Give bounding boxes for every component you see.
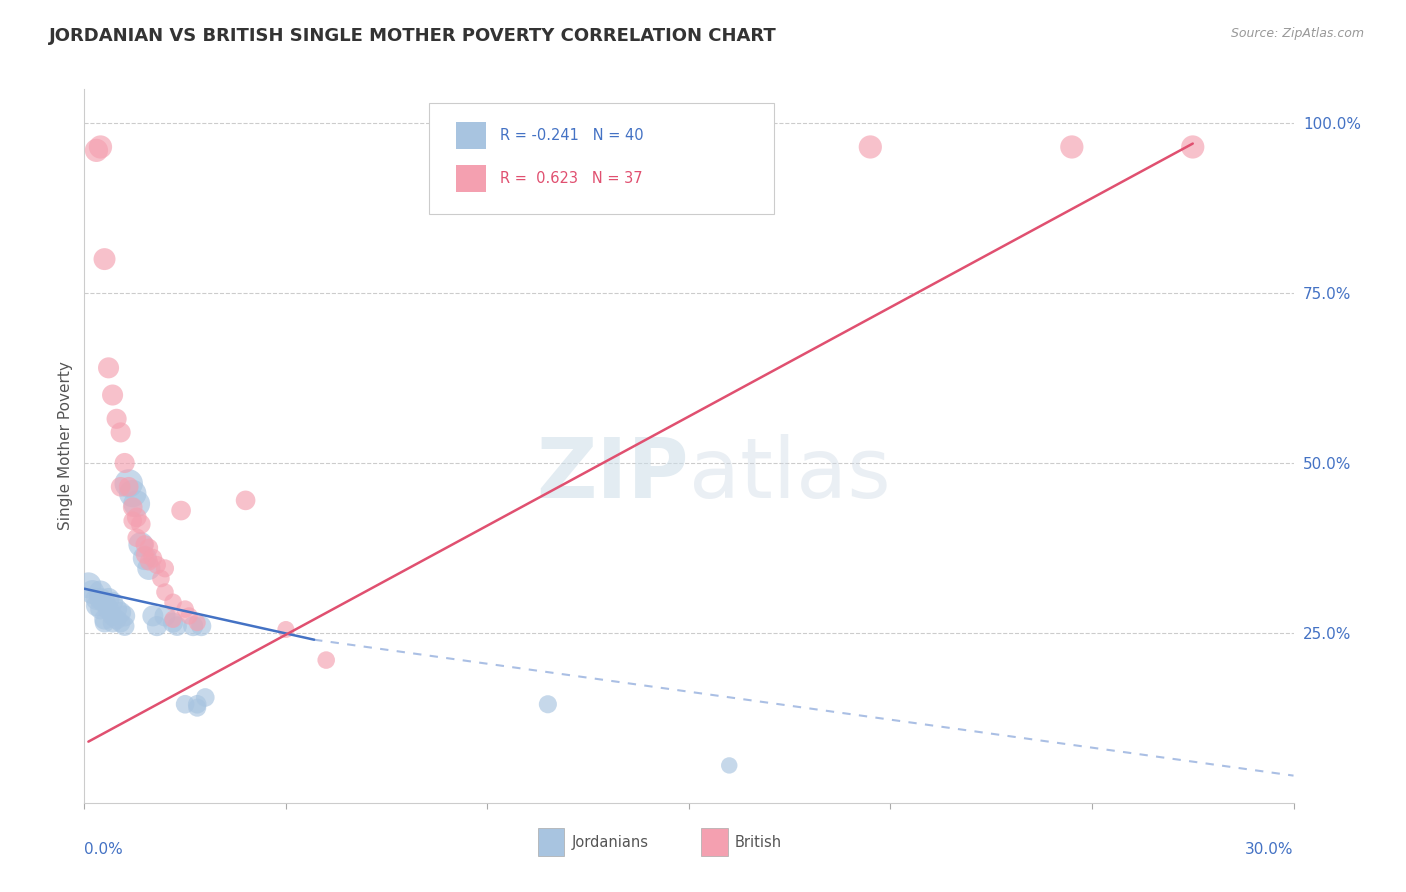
Point — [537, 698, 560, 712]
Point — [110, 615, 132, 630]
Point — [105, 412, 128, 426]
Point — [93, 615, 115, 630]
Point — [121, 514, 143, 528]
Point — [1181, 140, 1204, 154]
Point — [162, 595, 184, 609]
FancyBboxPatch shape — [538, 828, 564, 856]
Point — [146, 619, 169, 633]
Point — [89, 140, 111, 154]
Point — [186, 700, 208, 714]
Point — [77, 578, 100, 592]
Point — [179, 608, 201, 623]
FancyBboxPatch shape — [456, 165, 486, 193]
Point — [125, 531, 148, 545]
Point — [181, 619, 204, 633]
Text: Source: ZipAtlas.com: Source: ZipAtlas.com — [1230, 27, 1364, 40]
Point — [114, 456, 136, 470]
Point — [97, 591, 120, 606]
Point — [101, 615, 124, 630]
Point — [235, 493, 257, 508]
Point — [1060, 140, 1083, 154]
Point — [101, 595, 124, 609]
Point — [86, 591, 108, 606]
Point — [114, 619, 136, 633]
Point — [138, 541, 160, 555]
Text: 0.0%: 0.0% — [84, 842, 124, 857]
Point — [121, 500, 143, 515]
Point — [93, 252, 115, 266]
Point — [125, 510, 148, 524]
Point — [153, 608, 176, 623]
Point — [114, 608, 136, 623]
Text: ZIP: ZIP — [537, 434, 689, 515]
Point — [186, 615, 208, 630]
Point — [170, 503, 193, 517]
Point — [118, 476, 141, 491]
Text: British: British — [735, 835, 782, 849]
Point — [89, 591, 111, 606]
Point — [86, 144, 108, 158]
Point — [125, 497, 148, 511]
FancyBboxPatch shape — [702, 828, 728, 856]
Text: R =  0.623   N = 37: R = 0.623 N = 37 — [501, 171, 643, 186]
Point — [93, 612, 115, 626]
Point — [110, 606, 132, 620]
Point — [134, 551, 156, 566]
Point — [162, 612, 184, 626]
Text: Jordanians: Jordanians — [572, 835, 648, 849]
Point — [138, 555, 160, 569]
Point — [110, 480, 132, 494]
Point — [174, 698, 197, 712]
Point — [89, 602, 111, 616]
Point — [274, 623, 297, 637]
FancyBboxPatch shape — [429, 103, 773, 214]
Point — [174, 602, 197, 616]
Text: 30.0%: 30.0% — [1246, 842, 1294, 857]
Point — [101, 388, 124, 402]
Point — [190, 619, 212, 633]
Point — [105, 612, 128, 626]
Point — [146, 558, 169, 572]
Point — [134, 537, 156, 551]
Point — [142, 551, 165, 566]
Point — [82, 585, 104, 599]
Point — [129, 537, 152, 551]
Point — [93, 595, 115, 609]
Point — [142, 608, 165, 623]
Point — [134, 548, 156, 562]
Point — [637, 140, 659, 154]
Text: R = -0.241   N = 40: R = -0.241 N = 40 — [501, 128, 644, 143]
FancyBboxPatch shape — [456, 122, 486, 149]
Text: atlas: atlas — [689, 434, 890, 515]
Point — [110, 425, 132, 440]
Point — [315, 653, 337, 667]
Point — [97, 360, 120, 375]
Point — [153, 561, 176, 575]
Y-axis label: Single Mother Poverty: Single Mother Poverty — [58, 361, 73, 531]
Point — [121, 486, 143, 500]
Point — [718, 758, 741, 772]
Text: JORDANIAN VS BRITISH SINGLE MOTHER POVERTY CORRELATION CHART: JORDANIAN VS BRITISH SINGLE MOTHER POVER… — [49, 27, 778, 45]
Point — [859, 140, 882, 154]
Point — [162, 615, 184, 630]
Point — [97, 602, 120, 616]
Point — [89, 585, 111, 599]
Point — [186, 698, 208, 712]
Point — [86, 599, 108, 613]
Point — [129, 517, 152, 532]
Point — [118, 480, 141, 494]
Point — [138, 561, 160, 575]
Point — [153, 585, 176, 599]
Point — [149, 572, 172, 586]
Point — [166, 619, 188, 633]
Point — [105, 602, 128, 616]
Point — [101, 608, 124, 623]
Point — [194, 690, 217, 705]
